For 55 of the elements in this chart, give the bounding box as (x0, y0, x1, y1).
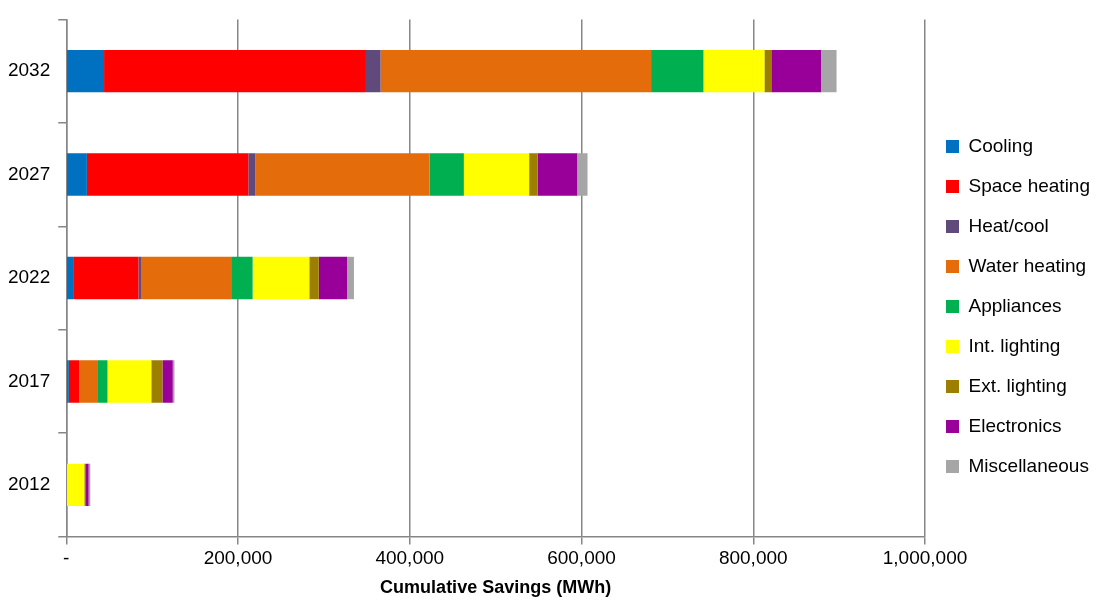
bar (107, 360, 152, 403)
y-tick-label: 2027 (7, 162, 51, 184)
bar (248, 153, 256, 196)
bar (68, 360, 80, 403)
bar (67, 256, 74, 300)
x-tick-label: 400,000 (375, 547, 445, 569)
bar (104, 49, 366, 93)
bar (151, 360, 163, 403)
bar (380, 49, 652, 93)
bar (347, 256, 354, 300)
legend-label: Heat/cool (968, 214, 1049, 236)
bar (252, 256, 310, 300)
bar (97, 360, 108, 403)
y-tick-label: 2032 (7, 59, 51, 81)
bar (703, 49, 765, 93)
x-tick-label: - (63, 547, 70, 569)
bar (67, 463, 85, 507)
legend-label: Ext. lighting (968, 374, 1067, 396)
bar (138, 256, 141, 300)
bar (764, 49, 772, 93)
legend-label: Space heating (968, 174, 1091, 196)
legend-label: Appliances (968, 294, 1062, 316)
y-tick-label: 2022 (7, 266, 51, 288)
bar (529, 153, 538, 196)
x-axis-title: Cumulative Savings (MWh) (380, 577, 612, 598)
bar (429, 153, 464, 196)
bar (577, 153, 588, 196)
bar (79, 360, 98, 403)
x-tick-label: 800,000 (718, 547, 788, 569)
x-tick-label: 200,000 (203, 547, 273, 569)
legend-label: Int. lighting (968, 334, 1061, 356)
bar (231, 256, 253, 300)
bar (318, 256, 348, 300)
bar (67, 153, 87, 196)
bar (73, 256, 139, 300)
bar (140, 256, 232, 300)
bar (86, 153, 249, 196)
bar (365, 49, 381, 93)
bar (463, 153, 530, 196)
x-tick-label: 600,000 (547, 547, 616, 569)
legend-label: Cooling (968, 134, 1033, 156)
bar (67, 49, 105, 93)
bar (821, 49, 837, 93)
bar (651, 49, 704, 93)
legend-label: Electronics (968, 414, 1062, 436)
bar (309, 256, 319, 300)
y-tick-label: 2012 (7, 473, 51, 495)
legend-label: Miscellaneous (968, 454, 1089, 476)
bar (771, 49, 822, 93)
x-tick-label: 1,000,000 (882, 547, 968, 569)
bar (255, 153, 430, 196)
y-tick-label: 2017 (7, 369, 51, 391)
bar (537, 153, 578, 196)
legend-label: Water heating (968, 254, 1087, 276)
bar (162, 360, 173, 403)
